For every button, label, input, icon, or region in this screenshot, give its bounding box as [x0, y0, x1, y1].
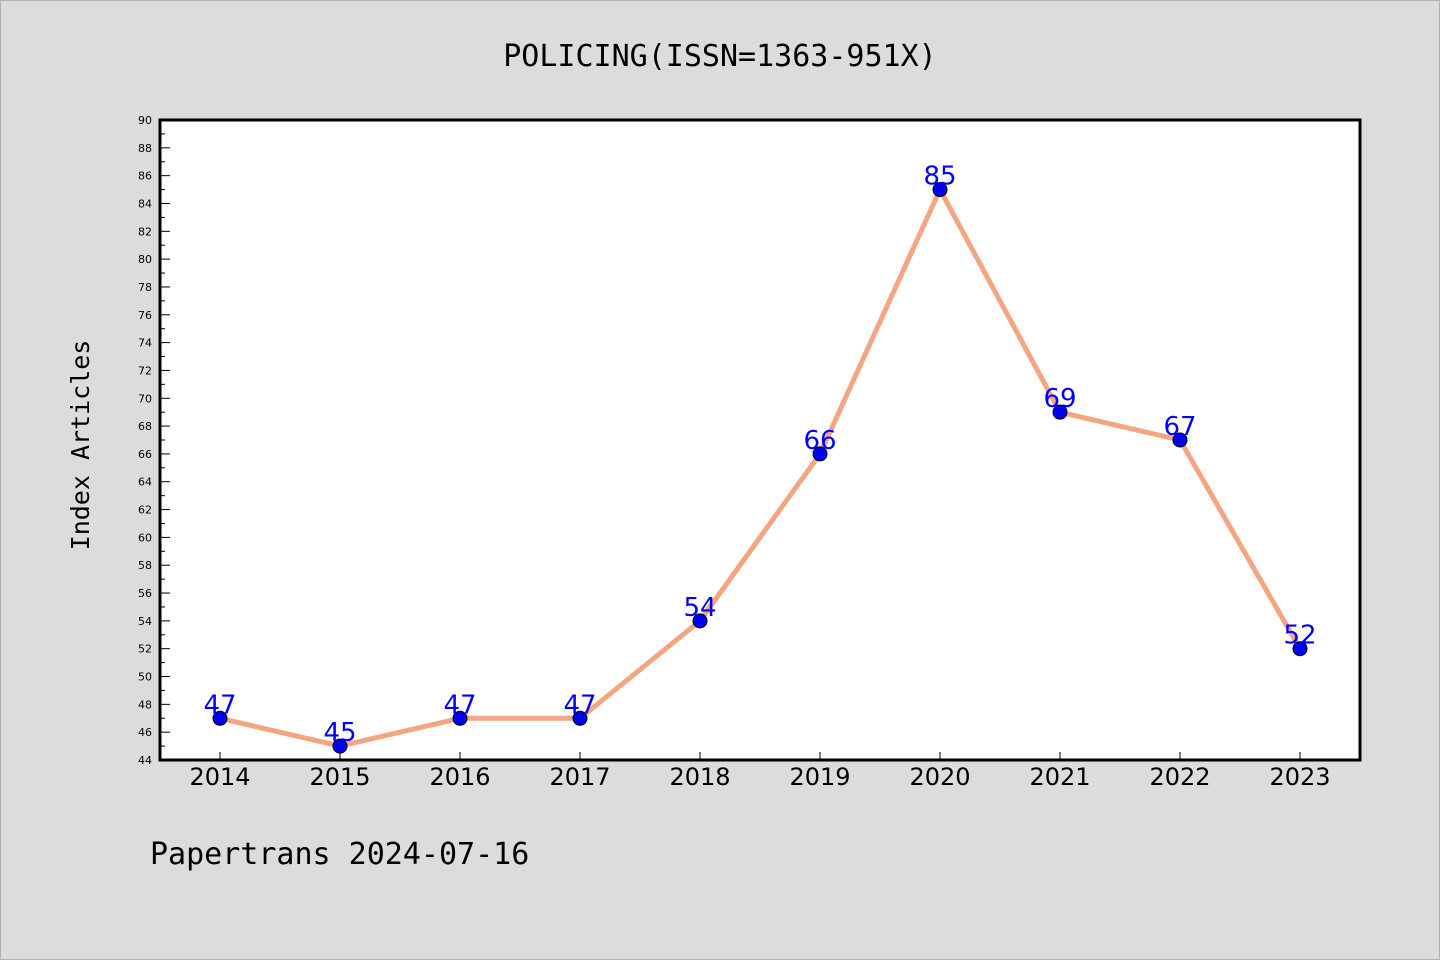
y-tick-label: 90: [138, 114, 152, 127]
y-tick-label: 46: [138, 726, 152, 739]
y-tick-label: 84: [138, 197, 152, 210]
data-label: 67: [1163, 412, 1196, 442]
y-tick-label: 66: [138, 448, 152, 461]
y-tick-label: 64: [138, 476, 152, 489]
y-tick-label: 72: [138, 364, 152, 377]
series-line: [217, 187, 1303, 749]
y-tick-label: 52: [138, 643, 152, 656]
x-tick-label: 2014: [189, 763, 250, 791]
y-tick-label: 48: [138, 698, 152, 711]
x-tick-label: 2022: [1149, 763, 1210, 791]
data-point: [1052, 404, 1068, 420]
data-point: [1172, 432, 1188, 448]
y-tick-label: 54: [138, 615, 152, 628]
data-point: [452, 710, 468, 726]
x-axis-ticks: 2014 2015 2016 2017 2018 2019 2020 2021 2022 2023: [189, 752, 1331, 791]
data-point: [692, 613, 708, 629]
data-label: 66: [803, 426, 836, 456]
data-point: [1292, 641, 1308, 657]
x-tick-label: 2018: [669, 763, 730, 791]
data-label: 47: [563, 690, 596, 720]
y-tick-label: 56: [138, 587, 152, 600]
plot-area: [160, 120, 1360, 760]
x-tick-label: 2021: [1029, 763, 1090, 791]
y-tick-label: 74: [138, 337, 152, 350]
y-tick-label: 78: [138, 281, 152, 294]
data-point: [332, 738, 348, 754]
chart-title: POLICING(ISSN=1363-951X): [503, 39, 936, 74]
data-label: 54: [683, 593, 716, 623]
x-tick-label: 2017: [549, 763, 610, 791]
y-tick-label: 50: [138, 671, 152, 684]
data-label: 47: [443, 690, 476, 720]
y-tick-label: 62: [138, 504, 152, 517]
data-point: [212, 710, 228, 726]
y-tick-label: 80: [138, 253, 152, 266]
y-tick-label: 88: [138, 142, 152, 155]
data-point: [812, 446, 828, 462]
data-label: 47: [203, 690, 236, 720]
plot-border: [158, 118, 1362, 762]
data-point: [932, 182, 948, 198]
x-tick-label: 2016: [429, 763, 490, 791]
data-label: 52: [1283, 621, 1316, 651]
footer-text: Papertrans 2024-07-16: [150, 837, 529, 872]
y-tick-label: 58: [138, 559, 152, 572]
x-tick-label: 2023: [1269, 763, 1330, 791]
y-tick-label: 76: [138, 309, 152, 322]
y-tick-label: 82: [138, 225, 152, 238]
data-label: 69: [1043, 384, 1076, 414]
data-label: 45: [323, 718, 356, 748]
y-tick-label: 44: [138, 754, 152, 767]
x-tick-label: 2020: [909, 763, 970, 791]
data-label: 85: [923, 162, 956, 192]
x-tick-label: 2015: [309, 763, 370, 791]
series-layer: 47 45 47 47 54 66 85 69 67 52: [203, 162, 1317, 754]
y-tick-label: 86: [138, 170, 152, 183]
y-tick-label: 68: [138, 420, 152, 433]
y-tick-label: 70: [138, 392, 152, 405]
y-axis-label: Index Articles: [66, 340, 95, 551]
y-tick-label: 60: [138, 531, 152, 544]
y-axis-ticks: 44 46 48 50 52 54 56 58 60 62 64 66 68 70 72 74 76 78 80 82…: [138, 114, 170, 767]
x-tick-label: 2019: [789, 763, 850, 791]
data-point: [572, 710, 588, 726]
